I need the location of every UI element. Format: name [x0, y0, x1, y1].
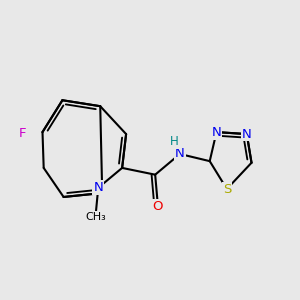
Text: N: N: [212, 126, 221, 139]
Text: H: H: [169, 135, 178, 148]
Text: N: N: [93, 181, 103, 194]
Text: N: N: [242, 128, 252, 141]
Text: CH₃: CH₃: [85, 212, 106, 222]
Text: F: F: [19, 127, 26, 140]
Text: S: S: [223, 182, 231, 196]
Text: N: N: [175, 148, 185, 160]
Text: O: O: [153, 200, 163, 213]
